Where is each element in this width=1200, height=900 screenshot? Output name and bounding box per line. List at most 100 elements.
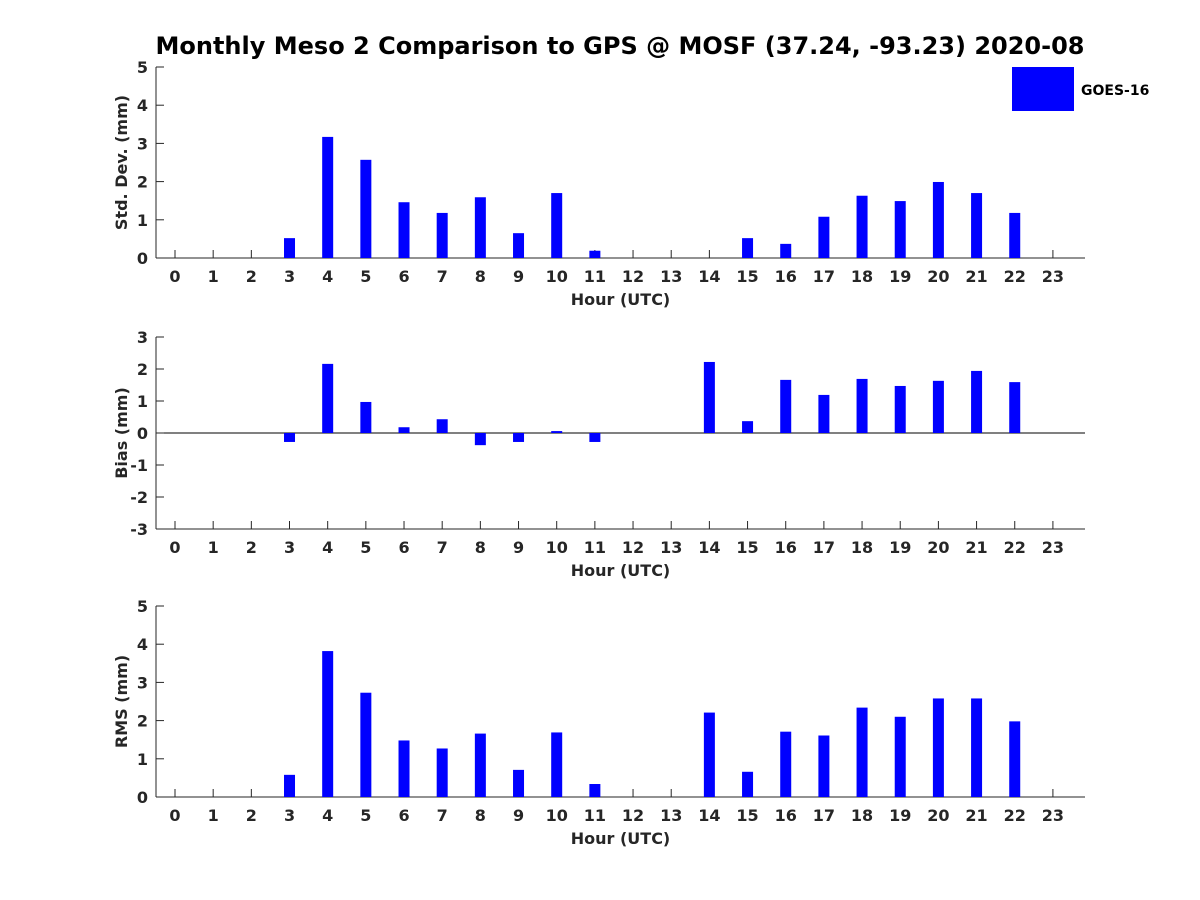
bar-hour-4 (322, 651, 334, 797)
bar-hour-20 (932, 181, 944, 258)
bar-hour-21 (971, 698, 983, 797)
bar-hour-18 (856, 195, 868, 258)
x-tick-label: 0 (169, 806, 180, 825)
x-tick-label: 2 (246, 267, 257, 286)
bar-hour-6 (398, 427, 410, 433)
x-tick-label: 2 (246, 538, 257, 557)
x-tick-label: 19 (889, 806, 911, 825)
x-tick-label: 17 (813, 806, 835, 825)
bar-hour-16 (780, 243, 792, 258)
bar-hour-14 (703, 712, 715, 797)
bar-hour-22 (1009, 212, 1021, 258)
y-tick-label: 0 (137, 424, 148, 443)
x-tick-label: 5 (360, 538, 371, 557)
y-axis-label: Bias (mm) (112, 387, 131, 479)
x-tick-label: 22 (1004, 267, 1026, 286)
y-tick-label: 2 (137, 173, 148, 192)
x-tick-label: 23 (1042, 267, 1064, 286)
bar-hour-9 (513, 433, 525, 442)
y-tick-label: 0 (137, 788, 148, 807)
bar-hour-9 (513, 233, 525, 258)
x-tick-label: 11 (584, 538, 606, 557)
y-tick-label: 2 (137, 360, 148, 379)
x-tick-label: 6 (398, 538, 409, 557)
bar-hour-10 (551, 193, 563, 258)
bar-hour-5 (360, 692, 372, 797)
x-tick-label: 15 (736, 538, 758, 557)
y-tick-label: 3 (137, 673, 148, 692)
x-tick-label: 3 (284, 538, 295, 557)
y-tick-label: -3 (130, 520, 148, 539)
x-tick-label: 20 (927, 806, 949, 825)
bar-hour-20 (932, 698, 944, 797)
y-tick-label: 3 (137, 328, 148, 347)
x-tick-label: 4 (322, 806, 333, 825)
x-tick-label: 14 (698, 806, 720, 825)
x-tick-label: 1 (208, 267, 219, 286)
x-tick-label: 22 (1004, 538, 1026, 557)
x-tick-label: 18 (851, 267, 873, 286)
bar-hour-16 (780, 379, 792, 433)
bar-hour-5 (360, 159, 372, 258)
bar-hour-21 (971, 193, 983, 258)
bar-hour-19 (894, 385, 906, 433)
x-tick-label: 23 (1042, 538, 1064, 557)
bar-hour-6 (398, 740, 410, 797)
x-tick-label: 19 (889, 267, 911, 286)
y-tick-label: 0 (137, 249, 148, 268)
y-tick-label: 4 (137, 635, 148, 654)
x-tick-label: 8 (475, 806, 486, 825)
x-tick-label: 14 (698, 538, 720, 557)
x-tick-label: 12 (622, 267, 644, 286)
bar-hour-4 (322, 363, 334, 433)
x-tick-label: 16 (775, 806, 797, 825)
bar-hour-6 (398, 202, 410, 258)
x-tick-label: 19 (889, 538, 911, 557)
x-tick-label: 15 (736, 267, 758, 286)
bar-hour-8 (474, 733, 486, 797)
x-tick-label: 2 (246, 806, 257, 825)
y-tick-label: 4 (137, 96, 148, 115)
x-tick-label: 5 (360, 806, 371, 825)
bar-hour-21 (971, 370, 983, 433)
x-tick-label: 3 (284, 806, 295, 825)
y-tick-label: 3 (137, 134, 148, 153)
bar-hour-17 (818, 216, 830, 258)
bar-hour-14 (703, 361, 715, 433)
x-tick-label: 4 (322, 267, 333, 286)
x-tick-label: 23 (1042, 806, 1064, 825)
x-tick-label: 10 (546, 806, 568, 825)
x-tick-label: 10 (546, 538, 568, 557)
bar-hour-19 (894, 201, 906, 258)
x-tick-label: 16 (775, 538, 797, 557)
legend-swatch (1012, 67, 1074, 111)
bar-hour-5 (360, 401, 372, 433)
bar-hour-9 (513, 769, 525, 797)
bar-hour-15 (742, 421, 754, 433)
x-tick-label: 21 (965, 267, 987, 286)
bar-hour-3 (284, 433, 296, 442)
x-tick-label: 11 (584, 806, 606, 825)
x-tick-label: 22 (1004, 806, 1026, 825)
x-tick-label: 3 (284, 267, 295, 286)
x-tick-label: 7 (437, 267, 448, 286)
x-tick-label: 15 (736, 806, 758, 825)
y-tick-label: 5 (137, 597, 148, 616)
bar-hour-7 (436, 212, 448, 258)
bar-hour-20 (932, 380, 944, 433)
y-tick-label: 1 (137, 392, 148, 411)
bar-hour-11 (589, 433, 601, 442)
x-tick-label: 20 (927, 267, 949, 286)
x-tick-label: 9 (513, 806, 524, 825)
x-tick-label: 21 (965, 538, 987, 557)
x-tick-label: 5 (360, 267, 371, 286)
bar-hour-8 (474, 197, 486, 258)
bar-hour-3 (284, 774, 296, 797)
bar-hour-19 (894, 716, 906, 797)
x-tick-label: 13 (660, 538, 682, 557)
x-tick-label: 9 (513, 267, 524, 286)
x-tick-label: 18 (851, 806, 873, 825)
x-tick-label: 12 (622, 806, 644, 825)
